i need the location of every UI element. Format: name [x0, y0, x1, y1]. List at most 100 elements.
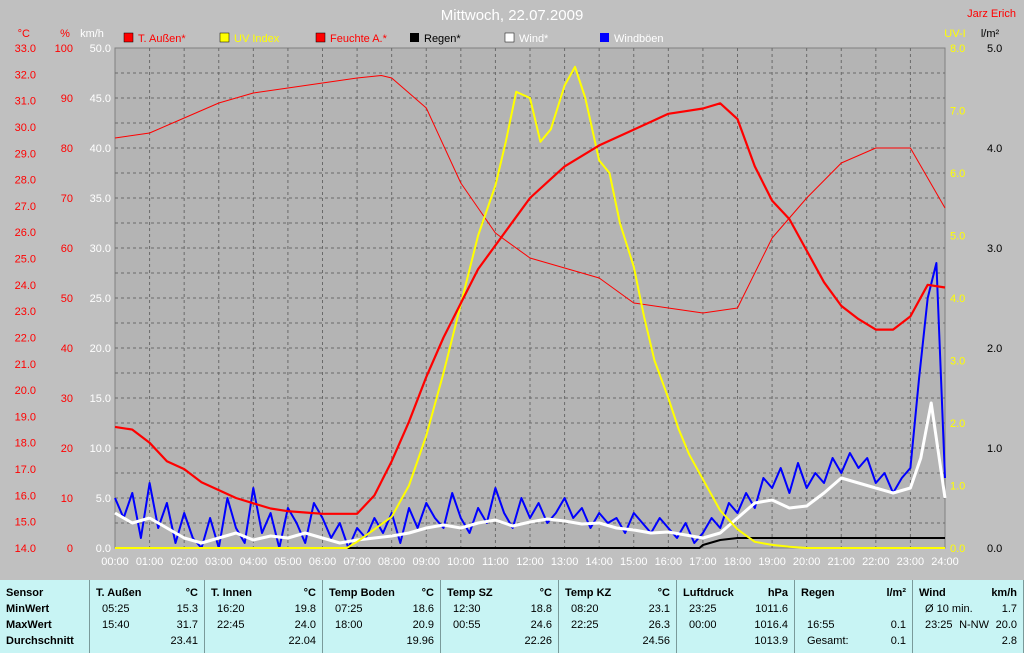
humidity-tick-label: 100	[55, 43, 73, 55]
weather-chart: 00:00 01:00 02:00 03:00 04:00 05:00 06:00 07:00…	[14, 7, 1016, 568]
uv-tick-label: 1.0	[950, 481, 965, 493]
stats-title: Temp KZ	[565, 587, 612, 599]
stats-avg-label: Gesamt:	[807, 635, 849, 647]
stats-avg: 22.26	[524, 635, 552, 647]
stats-max-val: 20.9	[412, 619, 434, 631]
stats-max-extra: N-NW	[959, 619, 989, 631]
stats-table: Sensor MinWert MaxWert Durchschnitt T. A…	[0, 580, 1024, 653]
stats-max-time: 15:40	[102, 619, 130, 631]
temp-tick-label: 15.0	[15, 517, 36, 529]
legend-swatch-feuchte	[315, 32, 326, 43]
stats-min-val: 15.3	[176, 603, 198, 615]
uv-tick-label: 8.0	[950, 43, 965, 55]
stats-avg: 22.04	[288, 635, 316, 647]
stats-title: Wind	[919, 587, 946, 599]
uv-tick-label: 2.0	[950, 418, 965, 430]
x-tick-label: 08:00	[378, 556, 406, 568]
x-tick-label: 14:00	[585, 556, 613, 568]
stats-min-val: 19.8	[294, 603, 316, 615]
legend-swatch-wind	[504, 32, 515, 43]
x-tick-label: 22:00	[862, 556, 890, 568]
wind-tick-label: 15.0	[90, 393, 111, 405]
legend-swatch-uv	[219, 32, 230, 43]
stats-max-val: 24.0	[294, 619, 316, 631]
stats-avg: 24.56	[642, 635, 670, 647]
temp-tick-label: 24.0	[15, 280, 36, 292]
x-tick-label: 17:00	[689, 556, 717, 568]
stats-title: Luftdruck	[683, 587, 734, 599]
stats-max-time: 22:25	[571, 619, 599, 631]
stats-max-time: 16:55	[807, 619, 835, 631]
stats-unit: l/m²	[886, 587, 906, 599]
uv-tick-label: 5.0	[950, 231, 965, 243]
uv-tick-label: 0.0	[950, 543, 965, 555]
stats-title: T. Innen	[211, 587, 252, 599]
stats-max-time: 00:00	[689, 619, 717, 631]
temp-tick-label: 27.0	[15, 201, 36, 213]
x-tick-label: 04:00	[240, 556, 268, 568]
series-line-1	[115, 65, 945, 549]
rain-unit-label: l/m²	[981, 28, 1000, 40]
stats-max-time: 22:45	[217, 619, 245, 631]
stats-min-time: Ø 10 min.	[925, 603, 973, 615]
x-tick-label: 15:00	[620, 556, 648, 568]
temp-tick-label: 30.0	[15, 122, 36, 134]
stats-sensor-label: Sensor	[6, 587, 44, 599]
legend-regen: Regen*	[424, 33, 461, 45]
stats-avg: 0.1	[890, 635, 906, 647]
stats-max-val: 31.7	[176, 619, 198, 631]
x-tick-label: 18:00	[724, 556, 752, 568]
humidity-tick-label: 30	[61, 393, 73, 405]
series-line-2	[114, 75, 946, 314]
humidity-tick-label: 50	[61, 293, 73, 305]
x-tick-label: 05:00	[274, 556, 302, 568]
stats-title: Temp Boden	[329, 587, 395, 599]
legend-swatch-t-aussen	[123, 32, 134, 43]
stats-max-val: 1016.4	[754, 619, 788, 631]
stats-unit: hPa	[767, 587, 788, 599]
temp-tick-label: 19.0	[15, 411, 36, 423]
temp-tick-label: 17.0	[15, 464, 36, 476]
stats-column: Wind km/h Ø 10 min. 1.7 23:25 20.0 2.8 N-NW	[913, 580, 1024, 653]
stats-unit: °C	[185, 587, 198, 599]
stats-avg-label: Durchschnitt	[6, 635, 74, 647]
uv-tick-label: 7.0	[950, 106, 965, 118]
rain-tick-label: 5.0	[987, 43, 1002, 55]
stats-max-time: 00:55	[453, 619, 481, 631]
wind-tick-label: 25.0	[90, 293, 111, 305]
stats-min-time: 05:25	[102, 603, 130, 615]
stats-max-val: 26.3	[648, 619, 670, 631]
temp-tick-label: 23.0	[15, 306, 36, 318]
x-tick-label: 13:00	[551, 556, 579, 568]
stats-min-time: 12:30	[453, 603, 481, 615]
stats-label-column: Sensor MinWert MaxWert Durchschnitt	[0, 580, 90, 653]
legend-feuchte: Feuchte A.*	[330, 33, 388, 45]
stats-min-time: 23:25	[689, 603, 717, 615]
temp-tick-label: 18.0	[15, 438, 36, 450]
stats-min-label: MinWert	[6, 603, 50, 615]
legend-t-aussen: T. Außen*	[138, 33, 186, 45]
wind-tick-label: 0.0	[96, 543, 111, 555]
humidity-tick-label: 10	[61, 493, 73, 505]
uv-tick-label: 6.0	[950, 168, 965, 180]
stats-min-val: 18.8	[530, 603, 552, 615]
stats-avg: 1013.9	[754, 635, 788, 647]
wind-tick-label: 50.0	[90, 43, 111, 55]
author-label: Jarz Erich	[967, 8, 1016, 20]
legend-windboeen: Windböen	[614, 33, 664, 45]
humidity-tick-label: 70	[61, 193, 73, 205]
stats-column: Temp SZ °C 12:30 18.8 00:55 24.6 22.26	[441, 580, 559, 653]
stats-min-time: 07:25	[335, 603, 363, 615]
humidity-tick-label: 20	[61, 443, 73, 455]
rain-tick-label: 0.0	[987, 543, 1002, 555]
temp-tick-label: 29.0	[15, 148, 36, 160]
stats-unit: km/h	[991, 587, 1017, 599]
rain-tick-label: 4.0	[987, 143, 1002, 155]
x-tick-label: 21:00	[827, 556, 855, 568]
rain-tick-label: 3.0	[987, 243, 1002, 255]
stats-avg: 19.96	[406, 635, 434, 647]
stats-unit: °C	[539, 587, 552, 599]
wind-tick-label: 10.0	[90, 443, 111, 455]
stats-min-time: 16:20	[217, 603, 245, 615]
wind-tick-label: 30.0	[90, 243, 111, 255]
